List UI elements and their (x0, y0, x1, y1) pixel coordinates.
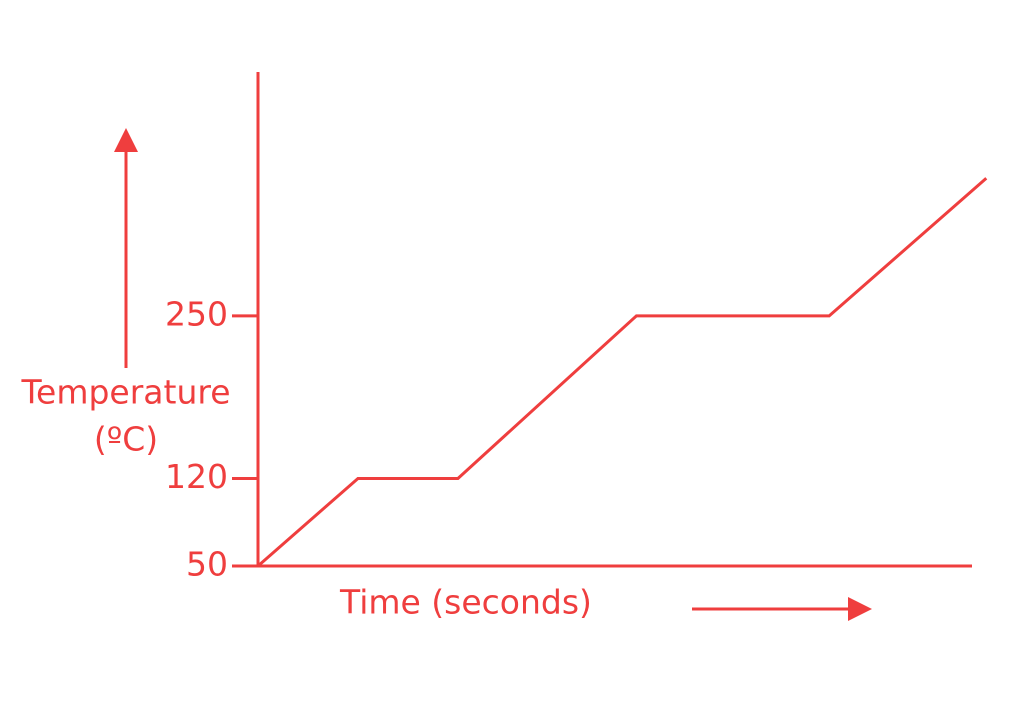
y-axis-label: Temperature (20, 373, 230, 412)
y-tick-label: 250 (165, 294, 228, 333)
y-tick-label: 120 (165, 457, 228, 496)
x-axis-label: Time (seconds) (339, 583, 592, 622)
y-tick-label: 50 (186, 545, 228, 584)
y-axis-label: (ºC) (94, 420, 158, 459)
data-line (257, 177, 988, 568)
